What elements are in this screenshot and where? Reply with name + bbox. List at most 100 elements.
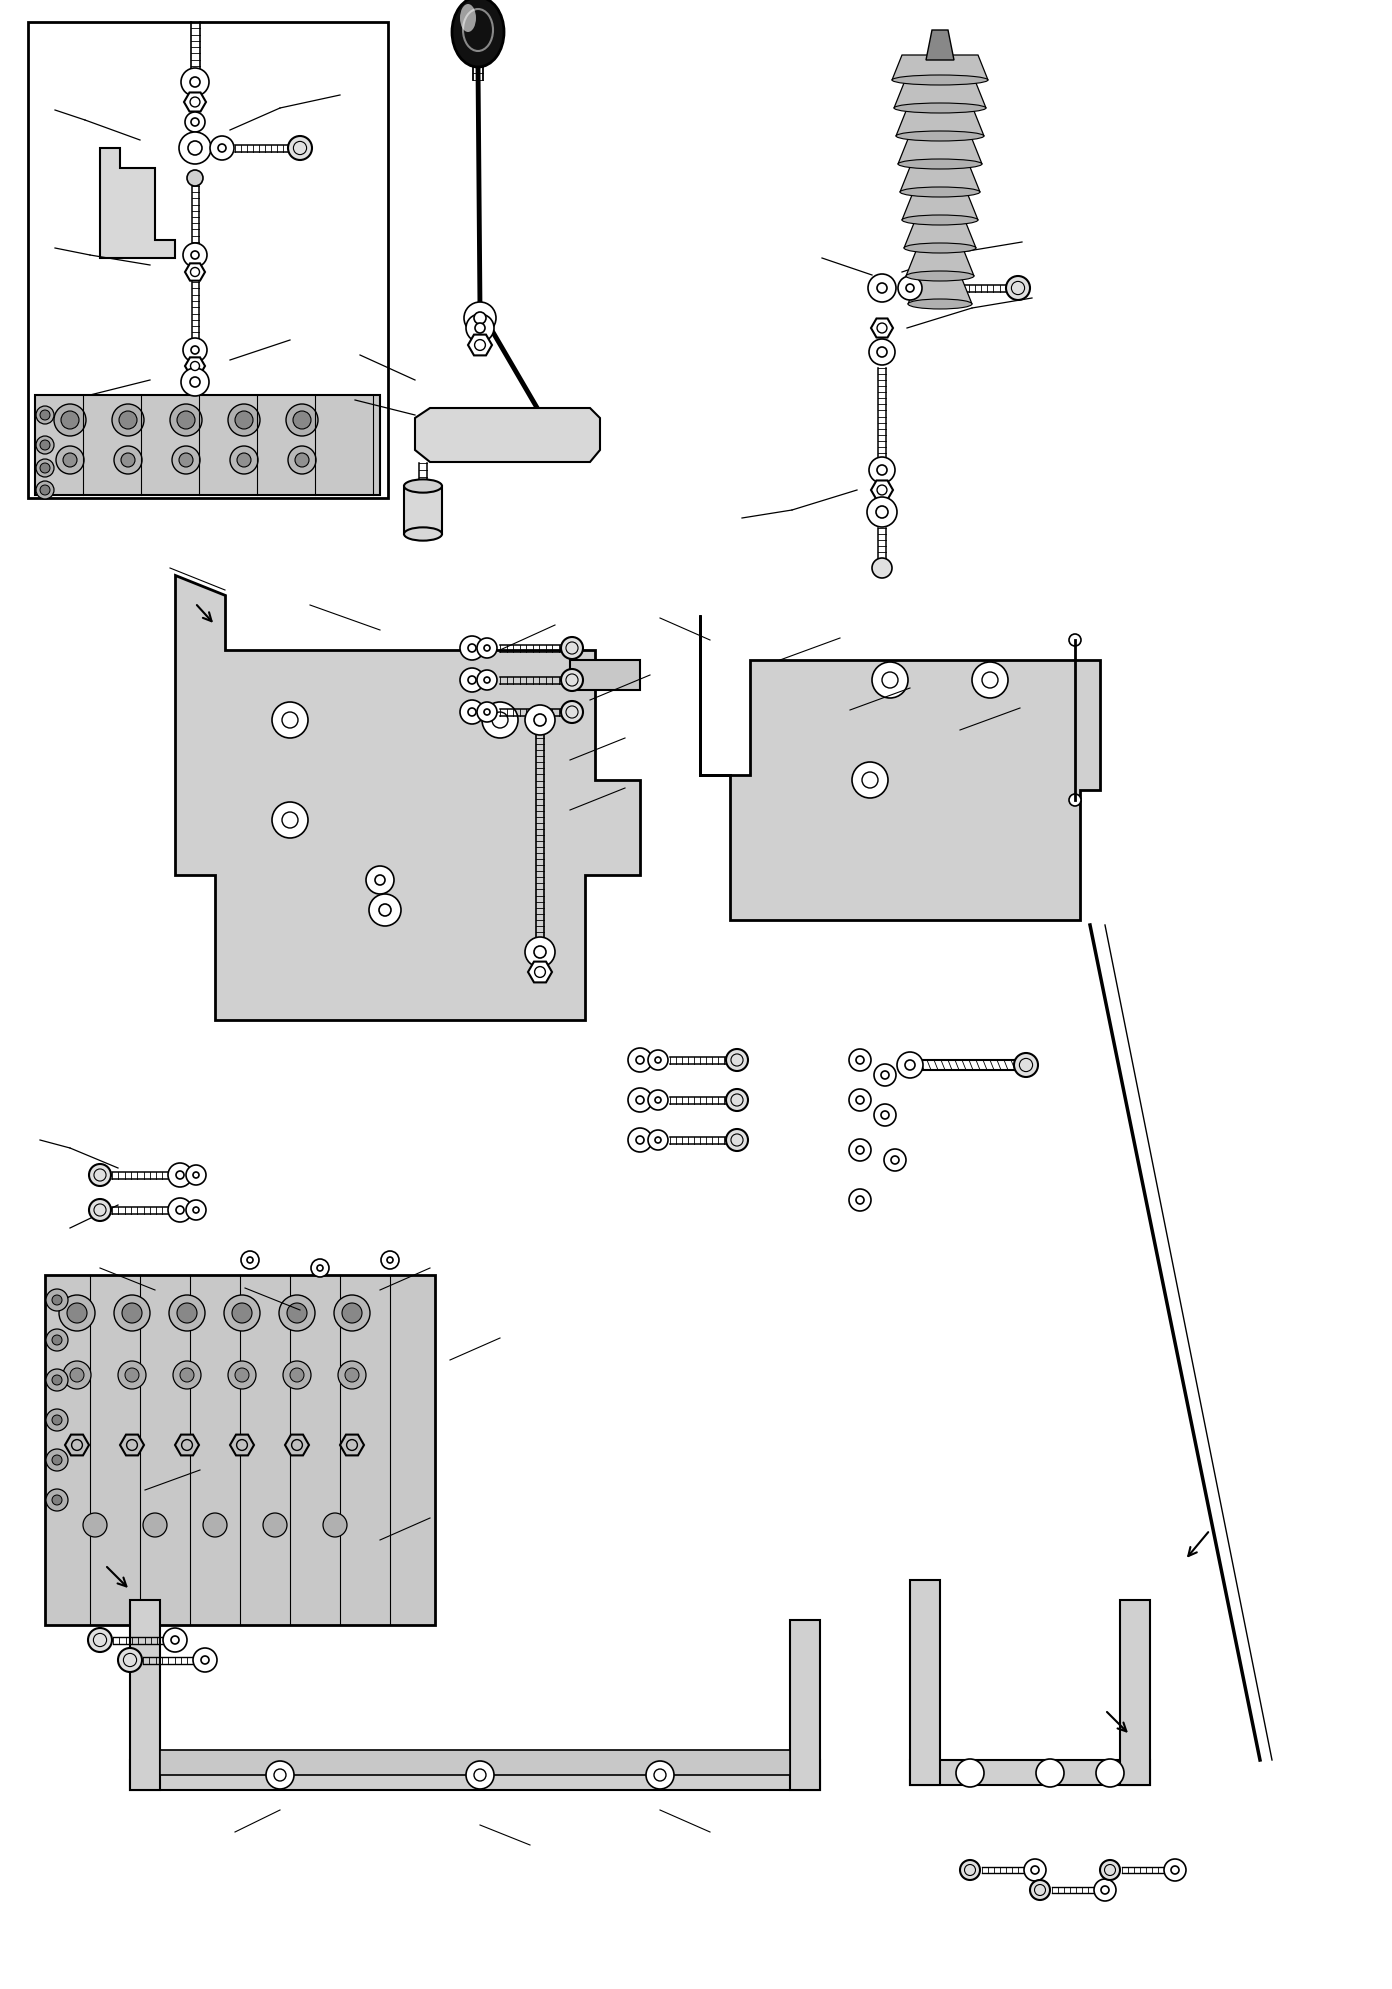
Circle shape xyxy=(1013,1052,1038,1076)
Circle shape xyxy=(484,676,490,682)
Circle shape xyxy=(288,446,316,473)
Polygon shape xyxy=(340,1434,363,1456)
Bar xyxy=(28,22,388,497)
Circle shape xyxy=(93,1203,106,1215)
Circle shape xyxy=(89,1199,111,1221)
Circle shape xyxy=(168,1164,192,1187)
Circle shape xyxy=(170,404,202,436)
Polygon shape xyxy=(185,263,205,280)
Circle shape xyxy=(52,1374,63,1384)
Circle shape xyxy=(228,404,260,436)
Circle shape xyxy=(36,436,54,453)
Circle shape xyxy=(636,1096,644,1104)
Circle shape xyxy=(1104,1864,1115,1876)
Circle shape xyxy=(317,1265,323,1271)
Polygon shape xyxy=(175,575,640,1020)
Polygon shape xyxy=(871,318,894,338)
Circle shape xyxy=(54,404,86,436)
Polygon shape xyxy=(129,1760,820,1790)
Circle shape xyxy=(459,636,484,660)
Circle shape xyxy=(122,1303,142,1323)
Circle shape xyxy=(235,412,253,430)
Circle shape xyxy=(649,1050,668,1070)
Circle shape xyxy=(200,1657,209,1665)
Circle shape xyxy=(163,1629,187,1653)
Circle shape xyxy=(70,1368,84,1382)
Circle shape xyxy=(1100,1860,1121,1880)
Circle shape xyxy=(727,1048,748,1070)
Circle shape xyxy=(535,967,546,977)
Circle shape xyxy=(484,644,490,650)
Circle shape xyxy=(52,1456,63,1466)
Circle shape xyxy=(567,642,578,654)
Circle shape xyxy=(271,702,308,738)
Circle shape xyxy=(342,1303,362,1323)
Circle shape xyxy=(628,1048,651,1072)
Circle shape xyxy=(874,1104,896,1126)
Circle shape xyxy=(193,1649,217,1673)
Circle shape xyxy=(440,426,459,446)
Circle shape xyxy=(171,1637,180,1645)
Circle shape xyxy=(180,453,193,467)
Circle shape xyxy=(871,559,892,579)
Circle shape xyxy=(89,1164,111,1185)
Circle shape xyxy=(187,169,203,187)
Polygon shape xyxy=(100,147,175,259)
Circle shape xyxy=(40,440,50,450)
Ellipse shape xyxy=(901,187,980,197)
Circle shape xyxy=(877,465,887,475)
Circle shape xyxy=(1006,276,1030,300)
Bar xyxy=(404,485,443,533)
Circle shape xyxy=(1031,1866,1038,1874)
Circle shape xyxy=(965,1864,976,1876)
Circle shape xyxy=(561,700,583,722)
Circle shape xyxy=(649,1130,668,1150)
Circle shape xyxy=(871,662,908,698)
Circle shape xyxy=(1036,1758,1063,1786)
Circle shape xyxy=(727,1130,748,1152)
Circle shape xyxy=(347,1440,358,1450)
Circle shape xyxy=(56,446,84,473)
Circle shape xyxy=(173,1360,200,1388)
Circle shape xyxy=(237,1440,248,1450)
Circle shape xyxy=(896,1052,923,1078)
Polygon shape xyxy=(892,56,988,80)
Circle shape xyxy=(177,412,195,430)
Polygon shape xyxy=(415,408,600,461)
Circle shape xyxy=(219,143,226,151)
Circle shape xyxy=(482,702,518,738)
Circle shape xyxy=(366,865,394,893)
Circle shape xyxy=(654,1768,665,1780)
Circle shape xyxy=(67,1303,86,1323)
Circle shape xyxy=(369,893,401,927)
Circle shape xyxy=(656,1056,661,1062)
Circle shape xyxy=(869,457,895,483)
Circle shape xyxy=(118,1649,142,1673)
Circle shape xyxy=(283,1360,310,1388)
Circle shape xyxy=(323,1514,347,1537)
Circle shape xyxy=(869,274,896,302)
Circle shape xyxy=(52,1414,63,1424)
Circle shape xyxy=(52,1496,63,1506)
Circle shape xyxy=(484,708,490,714)
Circle shape xyxy=(867,497,896,527)
Circle shape xyxy=(292,412,310,430)
Polygon shape xyxy=(129,1599,160,1790)
Circle shape xyxy=(168,1295,205,1331)
Circle shape xyxy=(63,453,77,467)
Circle shape xyxy=(1096,1758,1123,1786)
Circle shape xyxy=(884,1150,906,1172)
Circle shape xyxy=(274,1768,285,1780)
Polygon shape xyxy=(926,30,954,60)
Circle shape xyxy=(40,410,50,420)
Circle shape xyxy=(180,1368,193,1382)
Circle shape xyxy=(118,412,136,430)
Circle shape xyxy=(856,1096,864,1104)
Circle shape xyxy=(345,1368,359,1382)
Circle shape xyxy=(849,1090,871,1112)
Circle shape xyxy=(237,453,251,467)
Circle shape xyxy=(285,404,317,436)
Circle shape xyxy=(46,1368,68,1390)
Circle shape xyxy=(466,1760,494,1788)
Circle shape xyxy=(191,117,199,125)
